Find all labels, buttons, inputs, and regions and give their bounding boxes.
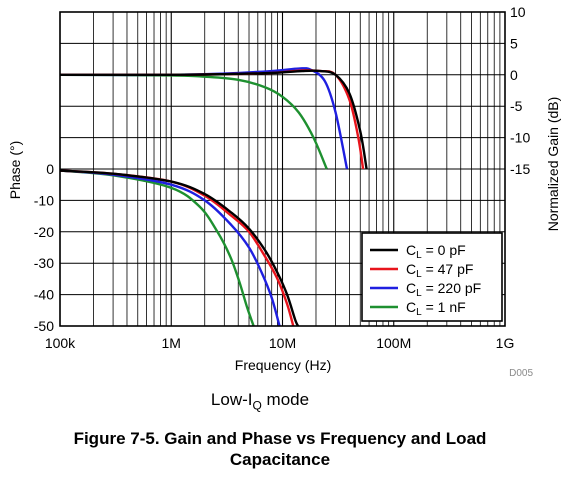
x-tick-label: 100k [45,335,76,351]
y-right-tick-label: 10 [510,4,526,20]
y-left-tick-label: -40 [34,287,54,303]
legend-entry-label: CL = 220 pF [406,280,481,299]
y-right-tick-label: -10 [510,130,530,146]
figure-id-watermark: D005 [509,368,533,379]
gain-curve [59,69,368,170]
mode-label-rest: mode [261,390,310,409]
plot-series [59,67,368,327]
phase-curve [59,169,300,327]
y-right-axis-title: Normalized Gain (dB) [545,97,561,232]
y-left-axis-title: Phase (°) [7,141,23,200]
x-tick-label: 10M [269,335,296,351]
y-right-tick-label: -15 [510,161,530,177]
mode-label: Low-IQ mode [0,390,520,412]
mode-label-sub: Q [252,398,262,413]
gain-curve [59,69,365,170]
x-axis-title: Frequency (Hz) [235,357,331,373]
figure-caption: Figure 7-5. Gain and Phase vs Frequency … [73,429,487,469]
tick-labels: 100k 1M 10M 100M 1G 10 5 0 -5 -10 -15 0 -10 -20 -30 -40… [34,4,531,351]
legend-entry-label: CL = 47 pF [406,261,473,280]
y-left-tick-label: -30 [34,255,54,271]
y-left-tick-label: -10 [34,192,54,208]
legend-entry-label: CL = 1 nF [406,299,466,318]
x-tick-label: 1G [496,335,515,351]
mode-label-main: Low-I [210,390,253,409]
x-tick-label: 100M [376,335,411,351]
y-left-tick-label: -50 [34,318,54,334]
y-left-tick-label: -20 [34,224,54,240]
x-tick-label: 1M [162,335,181,351]
legend-entry-label: CL = 0 pF [406,242,466,261]
y-right-tick-label: 5 [510,35,518,51]
y-right-tick-label: -5 [510,98,523,114]
phase-curve [59,169,281,327]
phase-curve [59,169,295,327]
gain-curve [59,73,328,170]
y-left-tick-label: 0 [46,161,54,177]
plot-frame [59,11,506,327]
plot-border [59,11,506,327]
gain-phase-chart: 100k 1M 10M 100M 1G 10 5 0 -5 -10 -15 0 -10 -20 -30 -40… [7,4,561,379]
y-right-tick-label: 0 [510,67,518,83]
